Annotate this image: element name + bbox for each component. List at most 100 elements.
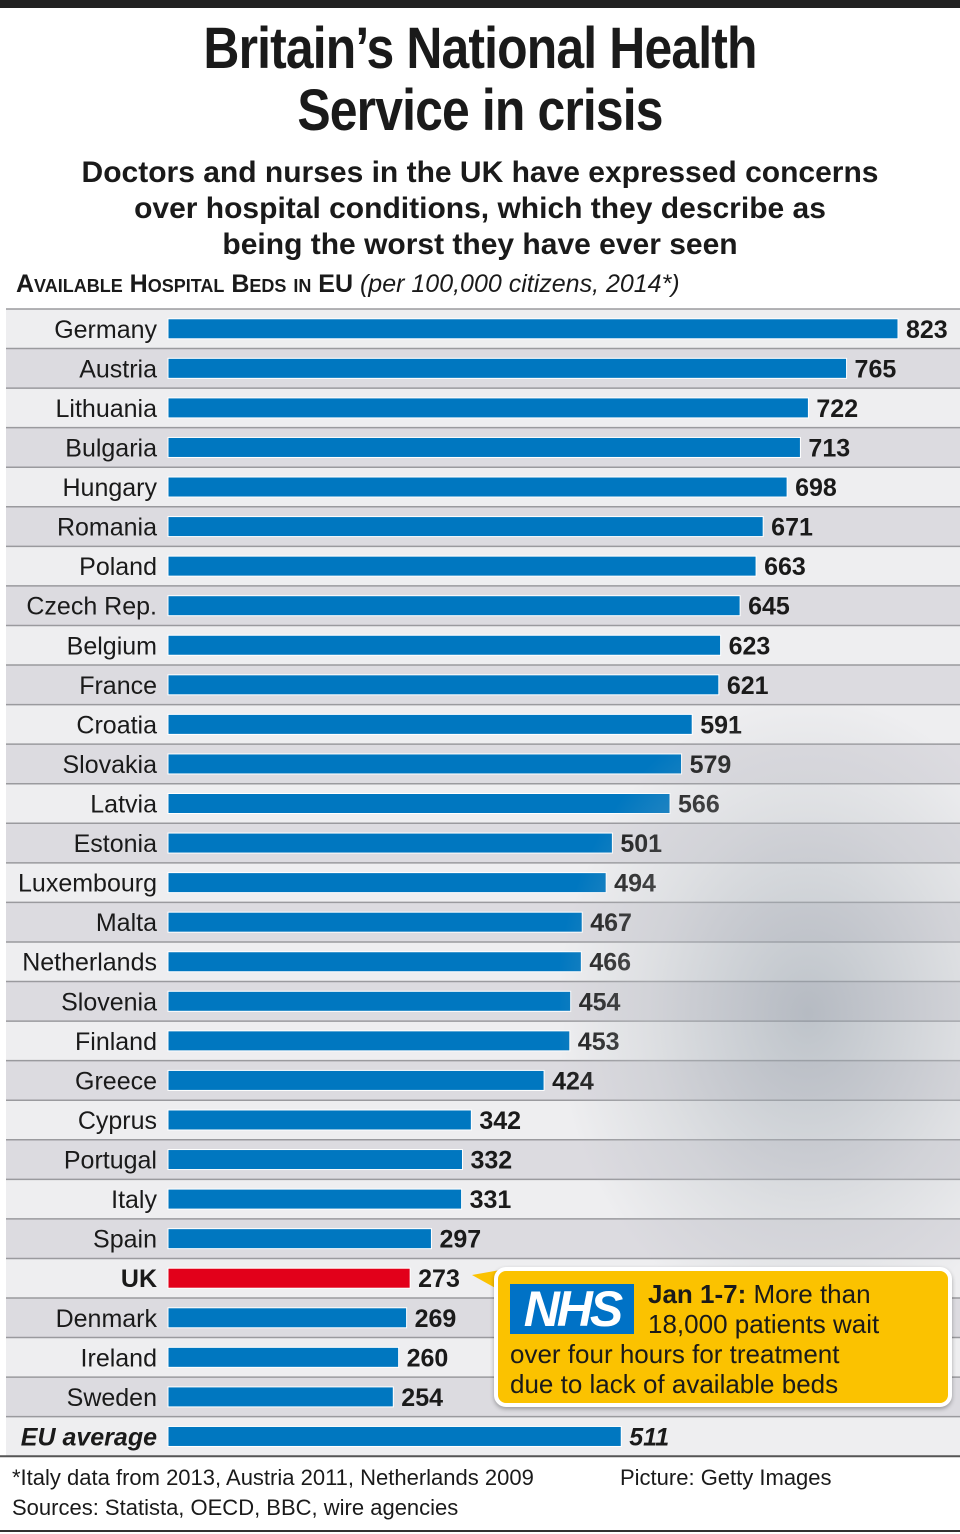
category-label: Denmark	[56, 1305, 158, 1333]
title-line-2: Service in crisis	[297, 78, 663, 143]
value-label: 623	[729, 632, 771, 660]
callout-text-bottom: over four hours for treatment due to lac…	[510, 1339, 839, 1399]
bar-france	[167, 674, 720, 696]
picture-credit: Picture: Getty Images	[620, 1465, 832, 1490]
bar-eu-average	[167, 1425, 622, 1447]
value-label: 273	[418, 1265, 460, 1293]
category-label: Netherlands	[22, 949, 157, 977]
subtitle: Doctors and nurses in the UK have expres…	[0, 155, 960, 263]
value-label: 722	[816, 395, 858, 423]
value-label: 454	[579, 988, 621, 1016]
bar-czech-rep-	[167, 595, 741, 617]
bar-netherlands	[167, 951, 582, 973]
value-label: 494	[614, 870, 656, 898]
callout-line-2: 18,000 patients wait	[648, 1309, 880, 1339]
bar-sweden	[167, 1386, 394, 1408]
category-label: Czech Rep.	[26, 593, 157, 621]
value-label: 823	[906, 316, 948, 344]
category-label: Cyprus	[78, 1107, 157, 1135]
value-label: 254	[401, 1384, 443, 1412]
bar-bulgaria	[167, 436, 801, 458]
category-label: EU average	[21, 1423, 157, 1451]
callout-text-top: Jan 1-7: More than 18,000 patients wait	[648, 1279, 879, 1339]
category-label: Bulgaria	[65, 434, 157, 462]
nhs-logo: NHS	[510, 1284, 634, 1334]
value-label: 645	[748, 593, 790, 621]
bar-estonia	[167, 832, 613, 854]
value-label: 765	[855, 355, 897, 383]
bar-portugal	[167, 1149, 463, 1171]
callout-line-4: due to lack of available beds	[510, 1369, 839, 1399]
value-label: 424	[552, 1067, 594, 1095]
bar-austria	[167, 357, 848, 379]
bar-uk	[167, 1267, 411, 1289]
category-label: Greece	[75, 1067, 157, 1095]
bar-italy	[167, 1188, 463, 1210]
subtitle-line-2: over hospital conditions, which they des…	[134, 192, 826, 225]
value-label: 269	[415, 1305, 457, 1333]
bottom-border	[0, 1530, 960, 1532]
value-label: 453	[578, 1028, 620, 1056]
bar-romania	[167, 516, 764, 538]
value-label: 671	[771, 514, 813, 542]
value-label: 297	[439, 1226, 481, 1254]
value-label: 621	[727, 672, 769, 700]
bar-finland	[167, 1030, 571, 1052]
bar-poland	[167, 555, 757, 577]
value-label: 698	[795, 474, 837, 502]
bar-denmark	[167, 1307, 408, 1329]
callout-line-1: More than	[753, 1279, 871, 1309]
category-label: Portugal	[64, 1147, 157, 1175]
bar-cyprus	[167, 1109, 472, 1131]
bar-ireland	[167, 1346, 400, 1368]
category-label: Germany	[54, 316, 157, 344]
subtitle-line-3: being the worst they have ever seen	[222, 228, 738, 261]
category-label: UK	[121, 1265, 157, 1293]
category-label: Romania	[57, 514, 157, 542]
subtitle-line-1: Doctors and nurses in the UK have expres…	[81, 156, 879, 189]
callout-date: Jan 1-7:	[648, 1279, 747, 1309]
value-label: 467	[590, 909, 632, 937]
chart-title-text: Available Hospital Beds in EU	[16, 270, 354, 298]
category-label: Finland	[75, 1028, 157, 1056]
value-label: 713	[808, 434, 850, 462]
top-border	[0, 0, 960, 8]
page-title: Britain’s National Health Service in cri…	[67, 18, 893, 142]
bar-croatia	[167, 713, 693, 735]
value-label: 342	[479, 1107, 521, 1135]
footer: *Italy data from 2013, Austria 2011, Net…	[12, 1463, 534, 1523]
category-label: Sweden	[67, 1384, 157, 1412]
category-label: France	[79, 672, 157, 700]
value-label: 260	[407, 1344, 449, 1372]
footnote: *Italy data from 2013, Austria 2011, Net…	[12, 1465, 534, 1490]
title-line-1: Britain’s National Health	[203, 16, 757, 81]
value-label: 663	[764, 553, 806, 581]
category-label: Slovakia	[63, 751, 158, 779]
bar-spain	[167, 1228, 432, 1250]
bar-latvia	[167, 793, 671, 814]
value-label: 332	[470, 1147, 512, 1175]
bar-slovakia	[167, 753, 683, 775]
value-label: 579	[690, 751, 732, 779]
category-label: Latvia	[90, 791, 157, 819]
bar-slovenia	[167, 990, 572, 1012]
nhs-callout: NHS Jan 1-7: More than 18,000 patients w…	[494, 1267, 952, 1407]
category-label: Lithuania	[56, 395, 158, 423]
category-label: Italy	[111, 1186, 157, 1214]
callout-line-3: over four hours for treatment	[510, 1339, 840, 1369]
value-label: 466	[589, 949, 631, 977]
category-label: Poland	[79, 553, 157, 581]
category-label: Estonia	[74, 830, 157, 858]
category-label: Spain	[93, 1226, 157, 1254]
bar-greece	[167, 1069, 545, 1091]
bar-hungary	[167, 476, 788, 498]
bar-luxembourg	[167, 872, 607, 894]
chart-title: Available Hospital Beds in EU (per 100,0…	[16, 270, 680, 299]
category-label: Austria	[79, 355, 157, 383]
bar-malta	[167, 911, 583, 933]
category-label: Slovenia	[61, 988, 157, 1016]
category-label: Hungary	[63, 474, 158, 502]
value-label: 511	[629, 1423, 669, 1451]
category-label: Ireland	[81, 1344, 157, 1372]
category-label: Luxembourg	[18, 870, 157, 898]
